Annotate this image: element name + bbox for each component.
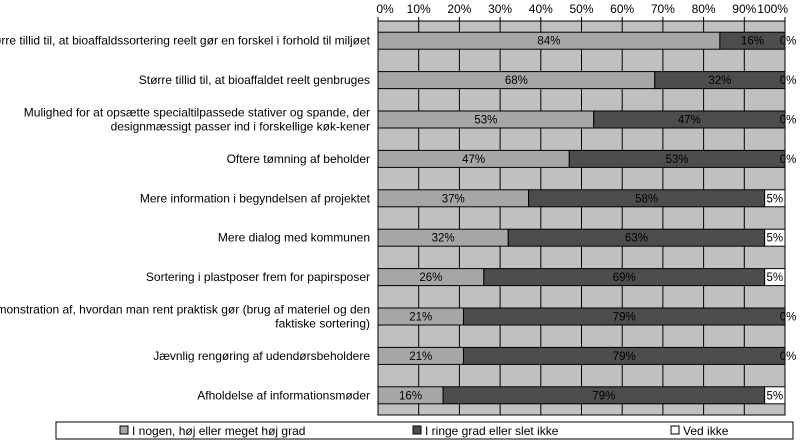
category-label: Jævnlig rengøring af udendørsbeholdere	[153, 349, 370, 363]
x-tick-label: 60%	[610, 2, 634, 16]
data-label: 0%	[780, 154, 797, 166]
legend-swatch	[670, 425, 680, 435]
legend-label: Ved ikke	[683, 424, 729, 438]
category-label: Oftere tømning af beholder	[227, 152, 370, 166]
category-label: designmæssigt passer ind i forskellige k…	[111, 120, 370, 134]
data-label: 32%	[708, 75, 731, 87]
legend-swatch	[119, 425, 129, 435]
data-label: 0%	[780, 75, 797, 87]
data-label: 5%	[767, 272, 784, 284]
x-tick-label: 90%	[732, 2, 756, 16]
data-label: 32%	[432, 233, 455, 245]
category-label: Mere dialog med kommunen	[218, 231, 370, 245]
data-label: 79%	[613, 351, 636, 363]
data-label: 0%	[780, 36, 797, 48]
data-label: 37%	[442, 193, 465, 205]
bar-segment-s1-c1	[654, 71, 786, 90]
category-label: Mulighed for at opsætte specialtilpassed…	[24, 106, 370, 120]
bar-segment-s2-c6	[764, 268, 786, 287]
data-label: 47%	[678, 115, 701, 127]
x-tick-label: 40%	[529, 2, 553, 16]
bars: 84% 16% 0% 68% 32% 0% 53% 47% 0% 47% 53% 0% 37% 58% 5%…	[377, 31, 797, 405]
data-label: 69%	[613, 272, 636, 284]
data-label: 63%	[625, 233, 648, 245]
category-labels: Større tillid til, at bioaffaldssorterin…	[0, 34, 371, 403]
bar-segment-s2-c9	[764, 386, 786, 405]
data-label: 53%	[666, 154, 689, 166]
x-tick-label: 30%	[488, 2, 512, 16]
data-label: 21%	[409, 312, 432, 324]
category-label: Demonstration af, hvordan man rent prakt…	[0, 303, 370, 317]
x-tick-label: 100%	[757, 2, 788, 16]
category-label: Større tillid til, at bioaffaldssorterin…	[0, 34, 371, 48]
legend-label: I nogen, høj eller meget høj grad	[132, 424, 305, 438]
category-label: Større tillid til, at bioaffaldet reelt …	[139, 73, 370, 87]
data-label: 53%	[474, 115, 497, 127]
x-axis-ticks: 0% 10% 20% 30% 40% 50% 60% 70% 80% 90% 100%	[376, 2, 788, 21]
data-label: 5%	[767, 193, 784, 205]
data-label: 0%	[780, 351, 797, 363]
legend: I nogen, høj eller meget høj grad I ringe…	[55, 421, 794, 440]
x-tick-label: 50%	[569, 2, 593, 16]
category-label: Mere information i begyndelsen af projek…	[140, 191, 371, 205]
data-label: 79%	[592, 390, 615, 402]
data-label: 68%	[505, 75, 528, 87]
category-label: Afholdelse af informationsmøder	[197, 388, 370, 402]
legend-swatch	[412, 425, 422, 435]
legend-box	[55, 421, 794, 440]
bar-segment-s1-c7	[462, 307, 786, 326]
bar-segment-s1-c3	[568, 149, 786, 168]
data-label: 84%	[537, 36, 560, 48]
bar-segment-s1-c0	[719, 31, 786, 50]
x-tick-label: 10%	[407, 2, 431, 16]
data-label: 5%	[767, 390, 784, 402]
data-label: 5%	[767, 233, 784, 245]
data-label: 26%	[419, 272, 442, 284]
category-label: faktiske sortering)	[275, 317, 370, 331]
data-label: 0%	[780, 115, 797, 127]
bar-segment-s1-c8	[462, 346, 786, 365]
x-tick-label: 70%	[651, 2, 675, 16]
data-label: 0%	[780, 312, 797, 324]
bar-segment-s2-c5	[764, 228, 786, 247]
data-label: 21%	[409, 351, 432, 363]
data-label: 58%	[635, 193, 658, 205]
data-label: 79%	[613, 312, 636, 324]
category-label: Sortering i plastposer frem for papirspo…	[146, 270, 370, 284]
x-tick-label: 80%	[692, 2, 716, 16]
bar-segment-s1-c2	[593, 110, 786, 129]
x-tick-label: 20%	[447, 2, 471, 16]
x-tick-label: 0%	[376, 2, 394, 16]
data-label: 47%	[462, 154, 485, 166]
bar-segment-s2-c4	[764, 189, 786, 208]
data-label: 16%	[399, 390, 422, 402]
data-label: 16%	[741, 36, 764, 48]
legend-label: I ringe grad eller slet ikke	[425, 424, 559, 438]
